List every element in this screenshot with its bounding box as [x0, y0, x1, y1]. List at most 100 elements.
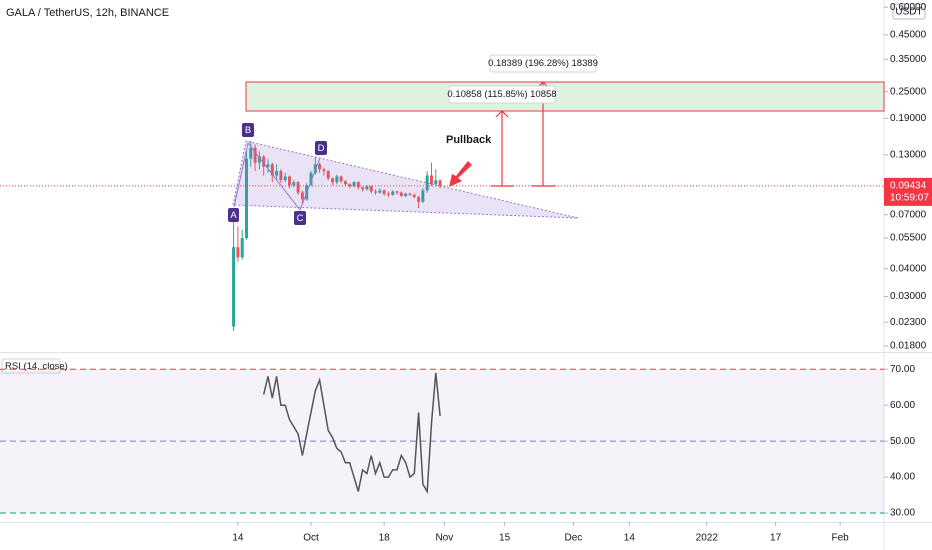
last-price-label: 0.09434 [890, 181, 927, 192]
candle-body [438, 180, 442, 187]
measure-box [489, 54, 597, 73]
point-badge [228, 208, 239, 222]
y-tick-label: 40.00 [890, 472, 915, 483]
candle-body [365, 186, 369, 190]
candle-body [408, 193, 412, 195]
y-tick-label: 0.01800 [890, 341, 927, 352]
candle-body [300, 192, 304, 200]
candle-body [339, 176, 343, 182]
x-tick-label: Dec [565, 533, 583, 544]
candle-body [343, 181, 347, 185]
y-tick-label: 0.45000 [890, 30, 927, 41]
point-badge [315, 141, 327, 155]
candle-body [386, 193, 390, 195]
x-tick-label: 2022 [696, 533, 719, 544]
candle-body [434, 180, 438, 185]
candle-body [236, 247, 240, 258]
candle-body [348, 184, 352, 187]
x-tick-label: Nov [435, 533, 453, 544]
wedge [232, 140, 579, 219]
y-tick-label: 0.13000 [890, 150, 927, 161]
candle-body [399, 192, 403, 196]
currency-label[interactable]: USDT [895, 7, 922, 18]
candle-body [352, 182, 356, 187]
candle-body [395, 191, 399, 193]
indicator-title[interactable]: RSI (14, close) [5, 361, 68, 372]
candle-body [283, 176, 287, 181]
candle-body [296, 182, 300, 193]
candle-body [382, 190, 386, 194]
y-tick-label: 0.07000 [890, 209, 927, 220]
candle-body [378, 190, 382, 193]
candle-body [313, 164, 317, 173]
candle-body [240, 237, 244, 258]
pullback-arrow [449, 161, 472, 187]
y-tick-label: 0.02300 [890, 317, 927, 328]
candle-body [288, 176, 292, 186]
x-tick-label: 14 [624, 533, 636, 544]
candle-body [309, 172, 313, 186]
pullback-label: Pullback [446, 134, 492, 146]
currency-button[interactable] [892, 3, 926, 20]
x-tick-label: Oct [303, 533, 319, 544]
y-tick-label: 0.19000 [890, 113, 927, 124]
x-tick-label: Feb [832, 533, 850, 544]
candle-body [412, 194, 416, 198]
y-tick-label: 30.00 [890, 508, 915, 519]
point-label: D [318, 143, 325, 154]
candle-body [262, 156, 266, 167]
candle-body [232, 247, 236, 327]
candle-body [249, 147, 253, 159]
candle-body [335, 176, 339, 183]
x-tick-label: 17 [770, 533, 782, 544]
abcd-path [233, 141, 321, 212]
candle-body [270, 164, 274, 176]
measure-label: 0.10858 (115.85%) 10858 [447, 89, 556, 100]
y-tick-label: 0.25000 [890, 86, 927, 97]
point-label: C [297, 213, 304, 224]
candle-body [279, 171, 283, 181]
candle-body [257, 156, 261, 163]
y-tick-label: 0.03000 [890, 291, 927, 302]
candle-body [356, 182, 360, 188]
measure-box [448, 85, 556, 104]
candle-body [425, 175, 429, 191]
x-tick-label: 14 [232, 533, 244, 544]
y-tick-label: 60.00 [890, 400, 915, 411]
candle-body [369, 186, 373, 192]
candle-body [331, 178, 335, 183]
measure-label: 0.18389 (196.28%) 18389 [488, 58, 598, 69]
y-tick-label: 0.05500 [890, 233, 927, 244]
candle-body [292, 182, 296, 186]
y-tick-label: 0.60000 [890, 2, 927, 13]
x-tick-label: 15 [499, 533, 511, 544]
countdown-label: 10:59:07 [890, 193, 929, 204]
candle-body [374, 191, 378, 193]
candle-body [404, 193, 408, 196]
y-tick-label: 70.00 [890, 364, 915, 375]
y-tick-label: 50.00 [890, 436, 915, 447]
rsi-line [262, 372, 441, 494]
point-label: A [230, 210, 237, 221]
y-tick-label: 0.35000 [890, 54, 927, 65]
target-zone [245, 81, 885, 112]
candle-body [266, 164, 270, 167]
x-tick-label: 18 [379, 533, 391, 544]
y-tick-label: 0.04000 [890, 263, 927, 274]
candle-body [322, 169, 326, 172]
candle-body [244, 158, 248, 238]
point-badge [242, 123, 254, 137]
candle-body [253, 147, 257, 163]
candle-body [326, 171, 330, 179]
point-badge [294, 211, 306, 225]
candle-body [361, 187, 365, 190]
chart-title: GALA / TetherUS, 12h, BINANCE [6, 7, 169, 19]
point-label: B [245, 125, 251, 136]
candle-body [421, 190, 425, 202]
candle-body [275, 171, 279, 176]
candle-body [318, 164, 322, 170]
last-price-box [884, 177, 932, 206]
candle-body [417, 197, 421, 202]
candle-body [391, 191, 395, 195]
